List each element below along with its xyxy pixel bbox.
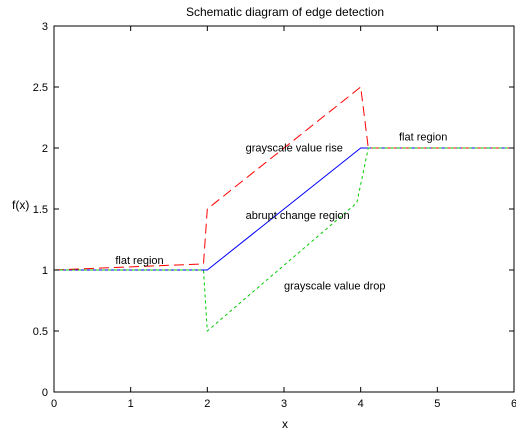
annotation-label: abrupt change region xyxy=(246,210,350,222)
y-tick-label: 0.5 xyxy=(33,326,48,338)
y-tick-label: 1.5 xyxy=(33,204,48,216)
y-tick-label: 3 xyxy=(42,21,48,33)
annotation-label: grayscale value rise xyxy=(246,143,343,155)
x-tick-label: 4 xyxy=(358,398,364,410)
x-tick-label: 3 xyxy=(281,398,287,410)
y-tick-label: 2.5 xyxy=(33,82,48,94)
annotations: flat region flat region grayscale value ri… xyxy=(115,132,447,293)
y-axis-label: f(x) xyxy=(12,198,29,212)
series-line-dashed xyxy=(53,86,514,271)
x-axis-label: x xyxy=(282,417,288,431)
x-tick-label: 6 xyxy=(511,398,516,410)
annotation-label: flat region xyxy=(399,132,447,144)
series-line-dotted xyxy=(54,147,514,333)
annotation-label: flat region xyxy=(115,255,163,267)
x-tick-label: 2 xyxy=(204,398,210,410)
annotation-label: grayscale value drop xyxy=(284,281,386,293)
y-tick-label: 1 xyxy=(42,265,48,277)
y-tick-label: 2 xyxy=(42,143,48,155)
y-tick-label: 0 xyxy=(42,387,48,399)
axis-ticks: 0 1 2 3 4 5 6 0 0.5 1 1.5 2 2.5 3 xyxy=(33,21,516,410)
x-tick-label: 5 xyxy=(434,398,440,410)
chart-title: Schematic diagram of edge detection xyxy=(186,5,384,19)
x-tick-label: 0 xyxy=(51,398,57,410)
x-tick-label: 1 xyxy=(128,398,134,410)
